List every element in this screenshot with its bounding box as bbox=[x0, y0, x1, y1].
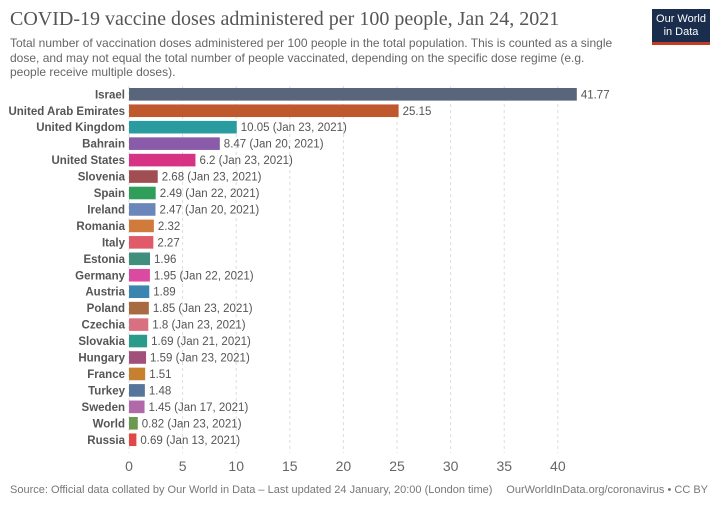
category-label: Sweden bbox=[82, 402, 125, 414]
value-label: 0.69 (Jan 13, 2021) bbox=[140, 435, 240, 447]
value-label: 8.47 (Jan 20, 2021) bbox=[224, 139, 324, 151]
bar bbox=[129, 301, 149, 315]
x-tick-label: 5 bbox=[179, 458, 187, 474]
category-label: Estonia bbox=[83, 254, 125, 266]
category-label: Italy bbox=[102, 237, 126, 249]
bar bbox=[129, 400, 145, 414]
x-tick-label: 10 bbox=[228, 458, 244, 474]
value-label: 2.32 bbox=[158, 221, 180, 233]
bar bbox=[129, 236, 154, 249]
value-label: 1.95 (Jan 22, 2021) bbox=[154, 270, 254, 282]
value-label: 25.15 bbox=[403, 106, 432, 118]
bar bbox=[129, 203, 156, 216]
bar bbox=[129, 137, 220, 150]
bar bbox=[129, 153, 196, 167]
category-label: United States bbox=[52, 155, 126, 167]
source-note[interactable]: Source: Official data collated by Our Wo… bbox=[10, 484, 493, 496]
category-label: Czechia bbox=[82, 320, 126, 332]
bar bbox=[129, 252, 151, 266]
x-tick-label: 35 bbox=[496, 458, 512, 474]
chart-title: COVID-19 vaccine doses administered per … bbox=[10, 8, 560, 30]
category-label: France bbox=[87, 369, 125, 381]
bar bbox=[129, 219, 154, 233]
bar bbox=[129, 367, 146, 381]
value-label: 1.89 bbox=[153, 287, 175, 299]
bar bbox=[129, 285, 150, 298]
category-label: Spain bbox=[94, 188, 125, 200]
bar bbox=[129, 433, 137, 447]
value-label: 1.96 bbox=[154, 254, 176, 266]
category-label: Austria bbox=[85, 287, 125, 299]
category-label: Hungary bbox=[78, 353, 125, 365]
category-label: World bbox=[93, 418, 125, 430]
bar bbox=[129, 318, 149, 331]
category-label: United Arab Emirates bbox=[8, 106, 125, 118]
value-label: 1.48 bbox=[149, 385, 171, 397]
category-label: Israel bbox=[95, 89, 125, 101]
value-label: 41.77 bbox=[581, 89, 610, 101]
value-label: 1.59 (Jan 23, 2021) bbox=[150, 353, 250, 365]
value-label: 1.45 (Jan 17, 2021) bbox=[149, 402, 249, 414]
category-label: Turkey bbox=[88, 385, 125, 397]
bar bbox=[129, 351, 147, 364]
category-label: Slovakia bbox=[78, 336, 125, 348]
x-tick-label: 0 bbox=[125, 458, 133, 474]
logo-line-1: Our World bbox=[656, 13, 706, 25]
value-label: 10.05 (Jan 23, 2021) bbox=[241, 122, 347, 134]
bar bbox=[129, 417, 138, 430]
logo-line-2: in Data bbox=[663, 25, 699, 38]
category-label: Germany bbox=[75, 270, 125, 282]
x-tick-label: 30 bbox=[443, 458, 459, 474]
category-label: Bahrain bbox=[82, 139, 125, 151]
bar bbox=[129, 170, 158, 183]
x-tick-label: 20 bbox=[336, 458, 352, 474]
value-label: 1.51 bbox=[149, 369, 171, 381]
value-label: 2.27 bbox=[157, 237, 179, 249]
value-label: 0.82 (Jan 23, 2021) bbox=[142, 418, 242, 430]
value-label: 2.68 (Jan 23, 2021) bbox=[162, 172, 262, 184]
x-tick-label: 40 bbox=[550, 458, 566, 474]
bar bbox=[129, 384, 145, 397]
credit-link[interactable]: OurWorldInData.org/coronavirus • CC BY bbox=[506, 484, 708, 496]
category-label: Ireland bbox=[87, 204, 125, 216]
bar bbox=[129, 88, 577, 101]
value-label: 1.85 (Jan 23, 2021) bbox=[153, 303, 253, 315]
x-tick-label: 25 bbox=[389, 458, 405, 474]
category-label: Russia bbox=[87, 435, 125, 447]
value-label: 2.49 (Jan 22, 2021) bbox=[160, 188, 260, 200]
owid-logo[interactable]: Our World in Data bbox=[652, 9, 710, 45]
value-label: 1.8 (Jan 23, 2021) bbox=[152, 320, 246, 332]
category-label: United Kingdom bbox=[36, 122, 125, 134]
value-label: 2.47 (Jan 20, 2021) bbox=[159, 204, 259, 216]
category-label: Romania bbox=[76, 221, 125, 233]
x-tick-label: 15 bbox=[282, 458, 298, 474]
bar bbox=[129, 268, 150, 282]
category-label: Poland bbox=[87, 303, 125, 315]
bar bbox=[129, 104, 399, 118]
bar bbox=[129, 186, 156, 200]
bar bbox=[129, 334, 148, 348]
value-label: 6.2 (Jan 23, 2021) bbox=[199, 155, 293, 167]
category-label: Slovenia bbox=[78, 172, 126, 184]
value-label: 1.69 (Jan 21, 2021) bbox=[151, 336, 251, 348]
bar bbox=[129, 120, 237, 134]
chart-subtitle: Total number of vaccination doses admini… bbox=[10, 36, 613, 79]
